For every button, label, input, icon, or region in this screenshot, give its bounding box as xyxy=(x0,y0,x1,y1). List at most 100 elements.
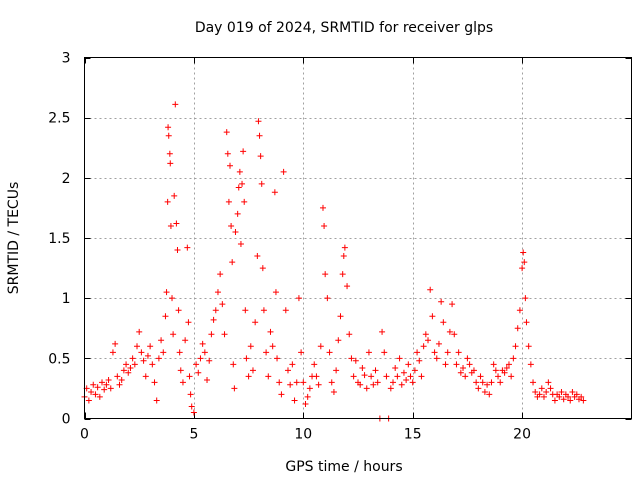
data-point xyxy=(151,379,158,386)
data-point xyxy=(427,286,434,293)
data-points xyxy=(81,101,587,422)
x-tick-label: 20 xyxy=(513,427,531,443)
data-point xyxy=(477,373,484,380)
data-point xyxy=(280,168,287,175)
data-point xyxy=(214,289,221,296)
data-point xyxy=(232,228,239,235)
data-point xyxy=(188,403,195,410)
data-point xyxy=(319,204,326,211)
data-point xyxy=(400,369,407,376)
data-point xyxy=(313,373,320,380)
data-point xyxy=(229,259,236,266)
data-point xyxy=(414,349,421,356)
data-point xyxy=(136,328,143,335)
data-point xyxy=(182,337,189,344)
data-point xyxy=(240,148,247,155)
data-point xyxy=(322,271,329,278)
data-point xyxy=(403,376,410,383)
data-point xyxy=(538,385,545,392)
data-point xyxy=(352,357,359,364)
data-point xyxy=(267,328,274,335)
data-point xyxy=(92,391,99,398)
data-point xyxy=(374,379,381,386)
data-point xyxy=(287,381,294,388)
data-point xyxy=(396,355,403,362)
data-point xyxy=(197,355,204,362)
x-tick-label: 0 xyxy=(80,427,89,443)
data-point xyxy=(470,367,477,374)
data-point xyxy=(116,381,123,388)
data-point xyxy=(249,367,256,374)
data-point xyxy=(514,325,521,332)
data-point xyxy=(551,397,558,404)
data-point xyxy=(547,385,554,392)
data-point xyxy=(242,307,249,314)
data-point xyxy=(227,162,234,169)
data-point xyxy=(398,381,405,388)
data-point xyxy=(88,389,95,396)
data-point xyxy=(567,397,574,404)
data-point xyxy=(357,381,364,388)
data-point xyxy=(431,349,438,356)
data-point xyxy=(326,349,333,356)
data-point xyxy=(193,361,200,368)
data-point xyxy=(512,343,519,350)
data-point xyxy=(565,393,572,400)
data-point xyxy=(381,349,388,356)
data-point xyxy=(163,289,170,296)
data-point xyxy=(160,349,167,356)
data-point xyxy=(101,386,108,393)
data-point xyxy=(532,389,539,396)
y-tick-label: 0.5 xyxy=(48,351,70,367)
data-point xyxy=(175,307,182,314)
data-point xyxy=(392,364,399,371)
data-point xyxy=(368,373,375,380)
data-point xyxy=(225,198,232,205)
data-point xyxy=(186,373,193,380)
y-tick-label: 2.5 xyxy=(48,111,70,127)
data-point xyxy=(172,101,179,108)
x-axis-label: GPS time / hours xyxy=(285,459,402,475)
data-point xyxy=(231,385,238,392)
data-point xyxy=(370,381,377,388)
data-point xyxy=(444,349,451,356)
data-point xyxy=(440,319,447,326)
data-point xyxy=(94,384,101,391)
data-point xyxy=(409,379,416,386)
data-point xyxy=(457,369,464,376)
data-point xyxy=(379,328,386,335)
data-point xyxy=(241,198,248,205)
data-point xyxy=(224,150,231,157)
data-point xyxy=(330,389,337,396)
data-point xyxy=(486,391,493,398)
data-point xyxy=(171,192,178,199)
data-point xyxy=(429,313,436,320)
plot-frame xyxy=(84,57,632,419)
data-point xyxy=(475,385,482,392)
data-point xyxy=(90,381,97,388)
data-point xyxy=(580,397,587,404)
data-point xyxy=(453,361,460,368)
data-point xyxy=(179,379,186,386)
data-point xyxy=(324,295,331,302)
y-tick-labels: 0 0.5 1 1.5 2 2.5 3 xyxy=(48,51,70,428)
axis-ticks xyxy=(84,57,632,420)
data-point xyxy=(291,397,298,404)
data-point xyxy=(166,150,173,157)
data-point xyxy=(337,313,344,320)
data-point xyxy=(536,391,543,398)
data-point xyxy=(516,307,523,314)
data-point xyxy=(521,259,528,266)
data-point xyxy=(177,367,184,374)
data-point xyxy=(520,249,527,256)
data-point xyxy=(278,391,285,398)
data-point xyxy=(129,355,136,362)
data-point xyxy=(184,244,191,251)
data-point xyxy=(272,289,279,296)
data-point xyxy=(315,381,322,388)
data-point xyxy=(199,340,206,347)
y-axis-label: SRMTID / TECUs xyxy=(6,182,22,295)
data-point xyxy=(346,331,353,338)
data-point xyxy=(466,361,473,368)
data-point xyxy=(276,379,283,386)
